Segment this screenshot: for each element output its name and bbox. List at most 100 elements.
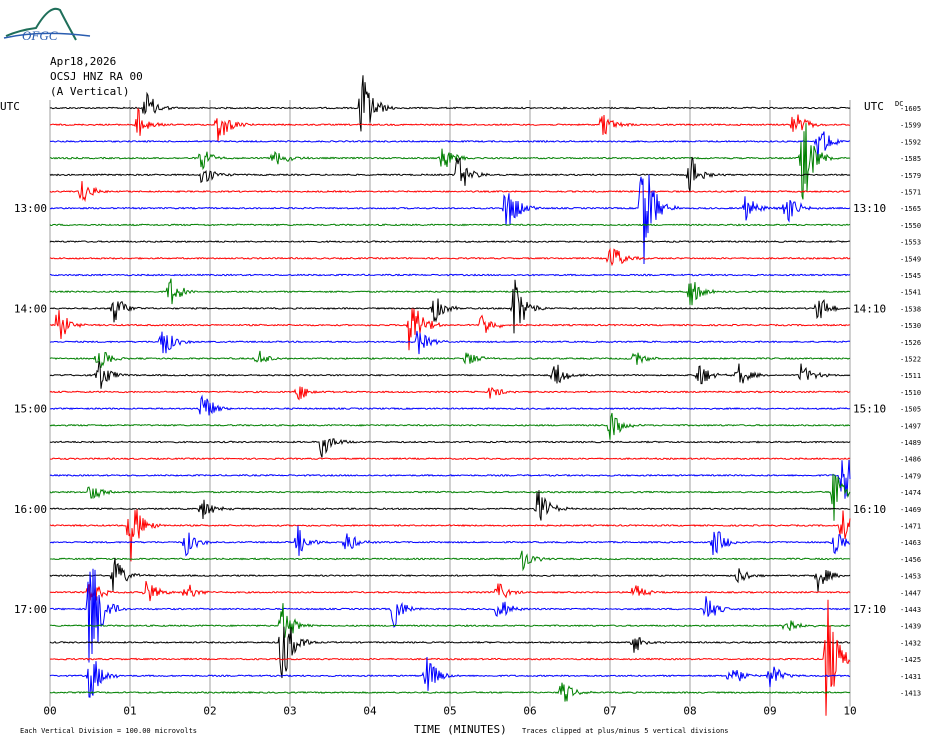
x-tick-label-03: 03 bbox=[283, 705, 296, 718]
right-value-label: -1541 bbox=[900, 289, 921, 297]
left-time-labels: 13:00 14:00 15:00 16:00 17:00 bbox=[14, 202, 47, 616]
right-value-label: -1605 bbox=[900, 105, 921, 113]
logo: OFGC bbox=[3, 7, 91, 43]
trace-row-31 bbox=[49, 603, 851, 639]
right-values: -1605 -1599 -1592 -1585 -1579 -1571 -1565 -1550… bbox=[900, 105, 921, 698]
trace-row-11 bbox=[49, 278, 851, 306]
trace-row-1 bbox=[49, 107, 851, 142]
trace-row-0 bbox=[49, 75, 851, 132]
right-value-label: -1526 bbox=[900, 339, 921, 347]
x-tick-label-04: 04 bbox=[363, 705, 377, 718]
right-value-label: -1431 bbox=[900, 673, 921, 681]
right-value-label: -1522 bbox=[900, 356, 921, 364]
right-value-label: -1479 bbox=[900, 472, 921, 480]
right-time-labels: 13:10 14:10 15:10 16:10 17:10 bbox=[853, 202, 886, 616]
traces bbox=[49, 75, 851, 716]
right-value-label: -1571 bbox=[900, 189, 921, 197]
right-time-label: 17:10 bbox=[853, 603, 886, 616]
right-value-label: -1469 bbox=[900, 506, 921, 514]
right-time-label: 16:10 bbox=[853, 503, 886, 516]
x-tick-label-06: 06 bbox=[523, 705, 536, 718]
right-value-label: -1592 bbox=[900, 138, 921, 146]
right-time-label: 15:10 bbox=[853, 403, 886, 416]
trace-row-19 bbox=[49, 412, 850, 440]
right-time-label: 13:10 bbox=[853, 202, 886, 215]
trace-row-25 bbox=[49, 509, 851, 562]
right-value-label: -1443 bbox=[900, 606, 921, 614]
x-tick-label-08: 08 bbox=[683, 705, 696, 718]
station-label: OCSJ HNZ RA 00 bbox=[50, 70, 143, 83]
clip-note: Traces clipped at plus/minus 5 vertical … bbox=[522, 727, 729, 735]
right-value-label: -1505 bbox=[900, 406, 921, 414]
trace-row-21 bbox=[50, 457, 851, 461]
trace-row-6 bbox=[49, 174, 851, 265]
right-value-label: -1471 bbox=[900, 523, 921, 531]
x-tick-label-09: 09 bbox=[763, 705, 776, 718]
logo-text: OFGC bbox=[22, 28, 58, 43]
right-value-label: -1497 bbox=[900, 422, 921, 430]
trace-row-35 bbox=[49, 682, 851, 702]
trace-row-29 bbox=[49, 580, 851, 602]
x-tick-label-07: 07 bbox=[603, 705, 616, 718]
trace-row-24 bbox=[49, 490, 851, 521]
trace-row-27 bbox=[50, 550, 851, 572]
tz-right-label: UTC bbox=[864, 100, 884, 113]
right-value-label: -1447 bbox=[900, 589, 921, 597]
right-value-label: -1486 bbox=[900, 456, 921, 464]
right-value-label: -1538 bbox=[900, 305, 921, 313]
right-value-label: -1453 bbox=[900, 573, 921, 581]
right-value-label: -1599 bbox=[900, 122, 921, 130]
right-value-label: -1432 bbox=[900, 639, 921, 647]
right-value-label: -1489 bbox=[900, 439, 921, 447]
trace-row-9 bbox=[49, 247, 851, 267]
right-time-label: 14:10 bbox=[853, 302, 886, 315]
right-value-label: -1425 bbox=[900, 656, 921, 664]
right-value-label: -1413 bbox=[900, 690, 921, 698]
left-time-label: 15:00 bbox=[14, 403, 47, 416]
trace-row-13 bbox=[49, 308, 850, 351]
trace-row-34 bbox=[49, 656, 851, 698]
trace-row-2 bbox=[49, 131, 851, 161]
trace-row-26 bbox=[50, 525, 851, 557]
right-value-label: -1456 bbox=[900, 556, 921, 564]
left-time-label: 13:00 bbox=[14, 202, 47, 215]
trace-row-32 bbox=[49, 626, 851, 679]
right-value-label: -1439 bbox=[900, 623, 921, 631]
trace-row-7 bbox=[49, 223, 851, 227]
tz-left-label: UTC bbox=[0, 100, 20, 113]
trace-row-22 bbox=[49, 459, 851, 499]
trace-row-17 bbox=[49, 386, 851, 401]
right-value-label: -1530 bbox=[900, 322, 921, 330]
right-value-label: -1545 bbox=[900, 272, 921, 280]
trace-row-28 bbox=[49, 557, 851, 592]
trace-row-8 bbox=[49, 240, 850, 244]
date-label: Apr18,2026 bbox=[50, 55, 116, 68]
left-time-label: 14:00 bbox=[14, 302, 47, 315]
right-value-label: -1550 bbox=[900, 222, 921, 230]
trace-row-4 bbox=[49, 156, 851, 192]
right-value-label: -1565 bbox=[900, 205, 921, 213]
trace-row-14 bbox=[49, 330, 851, 355]
right-value-label: -1474 bbox=[900, 489, 921, 497]
component-label: (A Vertical) bbox=[50, 85, 129, 98]
x-ticks: 00 01 02 03 04 05 06 07 08 09 10 bbox=[43, 705, 856, 718]
scale-note: Each Vertical Division = 100.00 microvol… bbox=[20, 727, 197, 735]
trace-row-12 bbox=[49, 279, 851, 334]
x-tick-label-01: 01 bbox=[123, 705, 136, 718]
right-value-label: -1579 bbox=[900, 172, 921, 180]
trace-row-18 bbox=[49, 394, 851, 416]
trace-row-15 bbox=[49, 350, 850, 369]
trace-row-5 bbox=[49, 181, 851, 203]
trace-row-10 bbox=[49, 273, 851, 277]
right-value-label: -1510 bbox=[900, 389, 921, 397]
trace-row-16 bbox=[49, 361, 851, 389]
right-value-label: -1511 bbox=[900, 372, 921, 380]
right-value-label: -1549 bbox=[900, 255, 921, 263]
x-tick-label-02: 02 bbox=[203, 705, 216, 718]
trace-row-23 bbox=[49, 473, 851, 521]
x-tick-label-05: 05 bbox=[443, 705, 456, 718]
grid bbox=[49, 100, 851, 707]
trace-row-30 bbox=[49, 568, 851, 663]
trace-row-20 bbox=[49, 438, 851, 458]
